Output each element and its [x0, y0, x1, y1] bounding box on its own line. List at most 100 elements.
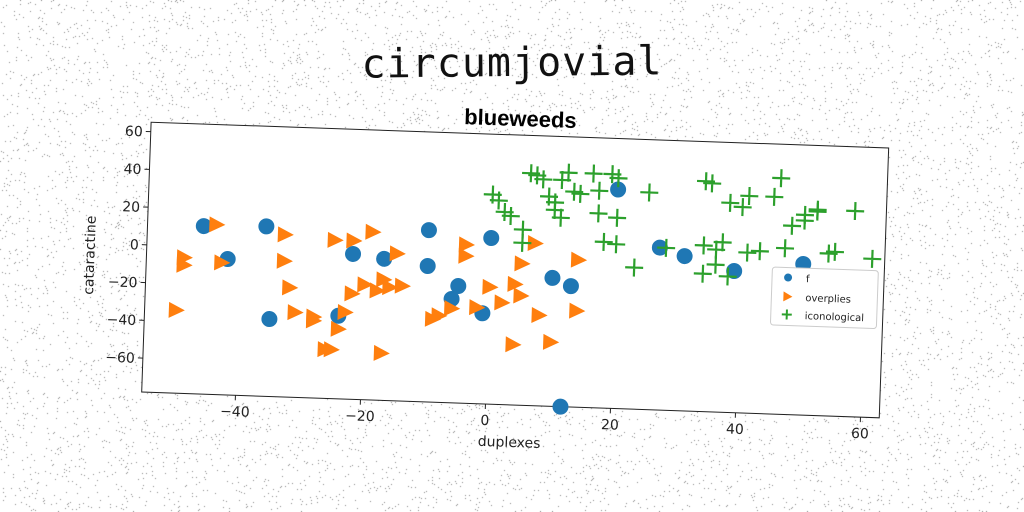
y-axis-label: cataractine	[81, 215, 100, 295]
point-iconological	[783, 216, 802, 235]
x-tick-label: 20	[601, 417, 619, 434]
point-iconological	[703, 174, 722, 193]
point-overplies	[513, 287, 530, 304]
point-f	[450, 277, 467, 294]
y-tick-label: 20	[122, 199, 140, 216]
point-iconological	[721, 193, 740, 212]
point-iconological	[795, 205, 815, 224]
point-iconological	[738, 243, 757, 262]
point-f	[676, 248, 693, 265]
point-iconological	[713, 233, 732, 252]
axis-ticks: −40 −20 0 20 40 60 −60 −40 −20 0 20 40 60	[105, 124, 869, 443]
point-iconological	[625, 258, 644, 277]
legend-label-overplies: overplies	[805, 293, 851, 306]
point-iconological	[551, 208, 570, 227]
point-overplies	[469, 299, 486, 316]
point-iconological	[590, 181, 609, 200]
point-overplies	[494, 294, 511, 311]
point-iconological	[694, 236, 713, 255]
point-overplies	[323, 341, 340, 358]
legend-label-f: f	[806, 274, 810, 285]
x-tick-label: 40	[726, 421, 744, 438]
legend-marker-f	[784, 273, 793, 282]
point-f	[562, 278, 579, 295]
point-iconological	[609, 169, 628, 188]
point-iconological	[772, 169, 791, 188]
point-iconological	[825, 242, 845, 261]
point-iconological	[584, 164, 603, 183]
point-overplies	[337, 303, 354, 320]
point-f	[420, 222, 437, 239]
point-overplies	[443, 300, 461, 317]
legend-label-iconological: iconological	[805, 311, 865, 324]
point-overplies	[373, 344, 390, 361]
legend-box	[770, 266, 879, 330]
legend-marker-iconological	[781, 309, 792, 320]
point-overplies	[394, 277, 411, 294]
point-overplies	[531, 306, 548, 323]
x-tick-label: −40	[220, 404, 250, 421]
legend-marker-overplies	[783, 291, 793, 302]
point-overplies	[389, 245, 406, 262]
point-f	[552, 398, 569, 415]
point-overplies	[514, 255, 531, 272]
point-iconological	[740, 186, 759, 206]
point-iconological	[718, 267, 737, 286]
y-tick-label: −40	[106, 312, 136, 329]
point-overplies	[209, 216, 226, 233]
point-f	[544, 269, 561, 286]
point-f	[345, 245, 362, 262]
point-f	[376, 250, 393, 267]
point-iconological	[775, 239, 795, 258]
data-points	[168, 163, 882, 415]
point-iconological	[501, 206, 520, 226]
point-iconological	[657, 238, 676, 257]
chart-body: blueweeds −40 −20 0 20 40 60−60−40−200204060 …	[81, 104, 890, 452]
point-overplies	[570, 251, 588, 268]
point-overplies	[569, 302, 586, 319]
x-tick-label: −20	[345, 408, 375, 425]
point-overplies	[306, 308, 323, 325]
point-f	[258, 218, 275, 235]
point-f	[195, 218, 212, 235]
x-tick-label: 60	[851, 426, 869, 443]
point-iconological	[640, 183, 659, 202]
y-tick-label: −20	[108, 274, 138, 291]
point-f	[261, 311, 278, 328]
point-overplies	[458, 236, 475, 253]
point-iconological	[513, 233, 532, 252]
point-overplies	[369, 282, 386, 299]
point-overplies	[330, 320, 347, 337]
y-tick-label: −60	[105, 350, 135, 367]
point-iconological	[534, 170, 553, 189]
point-overplies	[542, 333, 560, 350]
point-overplies	[344, 285, 361, 302]
point-overplies	[357, 276, 374, 293]
point-overplies	[505, 336, 522, 353]
point-f	[726, 263, 743, 280]
point-overplies	[327, 231, 344, 248]
point-iconological	[733, 198, 752, 217]
point-overplies	[365, 223, 382, 240]
point-iconological	[706, 255, 725, 274]
point-overplies	[277, 226, 294, 243]
y-tick-label: 60	[125, 124, 143, 141]
point-iconological	[693, 264, 712, 283]
point-overplies	[482, 278, 499, 295]
point-overplies	[382, 279, 399, 296]
legend: f overplies iconological	[770, 266, 879, 330]
y-tick-label: 40	[123, 161, 141, 178]
point-f	[610, 181, 627, 198]
point-overplies	[431, 307, 448, 324]
point-iconological	[589, 204, 608, 223]
point-overplies	[507, 275, 524, 292]
chart-title: blueweeds	[464, 104, 577, 133]
point-iconological	[750, 242, 769, 261]
point-overplies	[376, 271, 393, 288]
point-overplies	[287, 304, 304, 321]
point-overplies	[214, 254, 231, 271]
point-f	[419, 258, 436, 275]
point-overplies	[276, 252, 293, 269]
point-iconological	[559, 163, 578, 182]
